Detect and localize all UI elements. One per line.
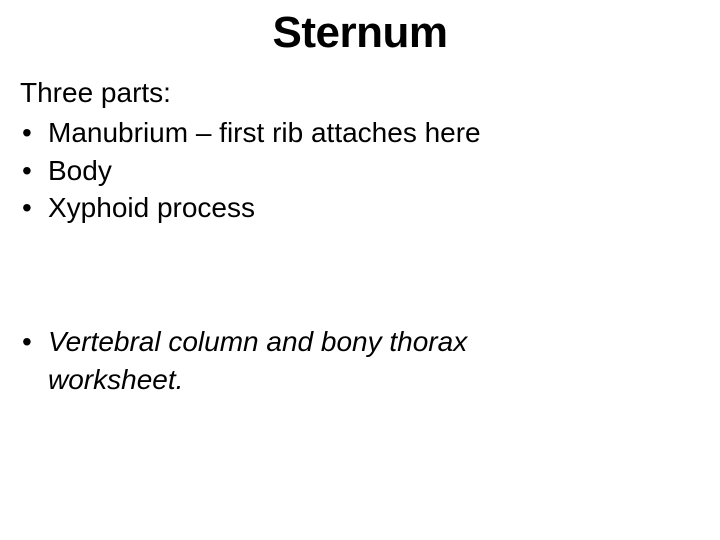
list-item: • Body <box>20 152 700 190</box>
list-item-text: Manubrium – first rib attaches here <box>48 114 700 152</box>
list-item: • Vertebral column and bony thorax works… <box>20 323 700 399</box>
note-text: Vertebral column and bony thorax workshe… <box>48 323 700 399</box>
note-line-2: worksheet. <box>48 364 183 395</box>
list-item-text: Body <box>48 152 700 190</box>
list-item-text: Xyphoid process <box>48 189 700 227</box>
bullet-list-note: • Vertebral column and bony thorax works… <box>20 323 700 399</box>
bullet-icon: • <box>20 189 48 227</box>
list-item: • Xyphoid process <box>20 189 700 227</box>
bullet-icon: • <box>20 323 48 361</box>
slide-body: Three parts: • Manubrium – first rib att… <box>20 74 700 399</box>
vertical-spacer <box>20 227 700 323</box>
bullet-icon: • <box>20 152 48 190</box>
lead-text: Three parts: <box>20 74 700 112</box>
slide-title: Sternum <box>0 8 720 58</box>
list-item: • Manubrium – first rib attaches here <box>20 114 700 152</box>
bullet-icon: • <box>20 114 48 152</box>
note-line-1: Vertebral column and bony thorax <box>48 326 467 357</box>
bullet-list-top: • Manubrium – first rib attaches here • … <box>20 114 700 227</box>
